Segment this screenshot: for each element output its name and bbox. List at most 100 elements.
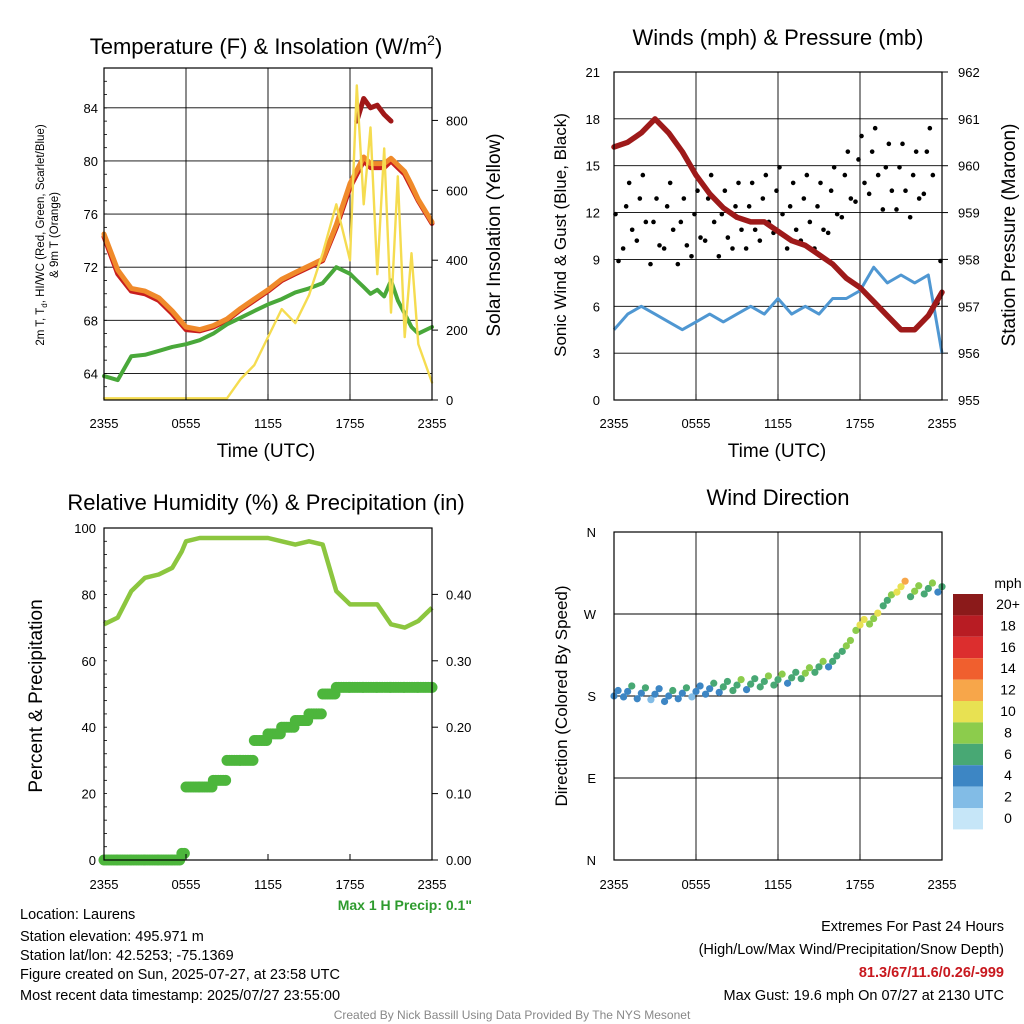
direction-point [614, 686, 622, 695]
winds-xtick-label: 2355 [600, 416, 629, 431]
footer-location: Location: Laurens [20, 907, 136, 923]
legend-label: 18 [1000, 617, 1016, 633]
direction-ytick-label: N [587, 525, 596, 540]
winds-gust-point [774, 188, 779, 194]
direction-point [906, 593, 915, 601]
temp-rtick-label: 200 [446, 323, 468, 338]
direction-point [688, 693, 696, 701]
winds-gust-point [866, 191, 872, 197]
winds-gust-point [733, 204, 738, 209]
direction-point [751, 675, 759, 683]
humidity-precip-point [220, 774, 232, 786]
direction-point [860, 615, 868, 624]
winds-xtick-label: 1155 [764, 416, 792, 431]
footer-recent: Most recent data timestamp: 2025/07/27 2… [20, 988, 341, 1004]
direction-xtick-label: 2355 [600, 877, 629, 892]
legend-swatch [953, 615, 983, 637]
direction-point [633, 695, 641, 703]
winds-ylabel-right: Station Pressure (Maroon) [999, 124, 1020, 347]
winds-gust-point [757, 238, 763, 243]
direction-point [737, 676, 745, 684]
winds-gust-point [875, 172, 881, 178]
direction-point [870, 614, 878, 623]
winds-rtick-label: 960 [958, 159, 980, 174]
legend-swatch [953, 636, 983, 659]
temp-panel-title: Temperature (F) & Insolation (W/m2) [90, 32, 443, 59]
temp-series-solar [102, 84, 434, 400]
winds-ytick-label: 3 [593, 346, 600, 361]
humidity-ytick-label: 40 [82, 720, 96, 735]
winds-gust-point [719, 211, 725, 217]
temp-series-hi [354, 96, 394, 124]
winds-gust-point [678, 219, 684, 225]
direction-point [934, 588, 942, 596]
winds-gust-point [930, 172, 936, 178]
humidity-xtick-label: 1155 [254, 877, 282, 892]
direction-point [774, 676, 782, 684]
winds-gust-point [831, 164, 837, 170]
winds-ytick-label: 9 [593, 252, 600, 267]
temp-xlabel: Time (UTC) [217, 441, 316, 462]
temp-xtick-label: 0555 [172, 416, 201, 431]
temp-ylabel-right: Solar Insolation (Yellow) [484, 133, 505, 336]
winds-gust-point [900, 141, 905, 147]
winds-gust-point [695, 188, 700, 194]
direction-point [805, 664, 814, 672]
winds-gust-point [698, 235, 703, 240]
direction-point [678, 689, 686, 697]
temp-rtick-label: 600 [446, 183, 468, 198]
direction-point [846, 636, 855, 645]
direction-point [660, 697, 669, 706]
direction-ytick-label: W [584, 607, 597, 622]
winds-gust-point [845, 149, 851, 154]
winds-gust-point [856, 157, 861, 162]
winds-ytick-label: 12 [586, 206, 600, 221]
direction-point [874, 609, 882, 617]
winds-gust-point [722, 188, 728, 194]
winds-gust-point [921, 191, 927, 197]
winds-gust-point [872, 125, 878, 131]
direction-point [920, 590, 928, 598]
direction-ylabel: Direction (Colored By Speed) [552, 585, 571, 806]
winds-gust-point [777, 164, 782, 170]
legend-label: 12 [1000, 682, 1016, 698]
winds-gust-point [807, 219, 813, 225]
winds-gust-point [689, 254, 694, 259]
humidity-ytick-label: 80 [82, 587, 96, 602]
direction-point [692, 687, 700, 696]
direction-xtick-label: 1755 [846, 877, 875, 892]
direction-point [696, 682, 704, 690]
direction-point [719, 683, 727, 691]
legend-swatch [953, 765, 983, 787]
winds-gust-point [853, 199, 858, 204]
winds-series-sonic-wind [612, 265, 944, 354]
legend-swatch [953, 786, 983, 808]
humidity-ylabel: Percent & Precipitation [26, 599, 47, 792]
temp-ylabel: 2m T, Td, HI/WC (Red, Green, Scarlet/Blu… [35, 124, 61, 345]
winds-gust-point [924, 149, 930, 154]
winds-gust-point [616, 258, 621, 264]
direction-ytick-label: S [587, 689, 596, 704]
winds-gust-point [736, 180, 741, 186]
extremes-subtitle: (High/Low/Max Wind/Precipitation/Snow De… [698, 942, 1004, 958]
temp-xtick-label: 1755 [336, 416, 365, 431]
direction-point [893, 588, 901, 596]
winds-gust-point [705, 196, 711, 201]
direction-point [778, 670, 786, 678]
winds-gust-point [804, 172, 810, 178]
temp-xtick-label: 1155 [254, 416, 282, 431]
direction-point [901, 577, 909, 585]
winds-gust-point [815, 204, 820, 209]
svg-text:2m T, Td, HI/WC (Red, Green, S: 2m T, Td, HI/WC (Red, Green, Scarlet/Blu… [35, 124, 49, 345]
direction-point [655, 685, 663, 693]
temp-ytick-label: 84 [84, 101, 98, 116]
winds-gust-point [654, 196, 659, 201]
legend-swatch [953, 594, 983, 616]
humidity-xtick-label: 1755 [336, 877, 365, 892]
legend-swatch [953, 743, 983, 766]
humidity-panel-title: Relative Humidity (%) & Precipitation (i… [67, 490, 464, 515]
humidity-ytick-label: 0 [89, 853, 96, 868]
winds-gust-point [730, 246, 735, 251]
humidity-xtick-label: 2355 [418, 877, 447, 892]
legend-title: mph [994, 575, 1021, 591]
